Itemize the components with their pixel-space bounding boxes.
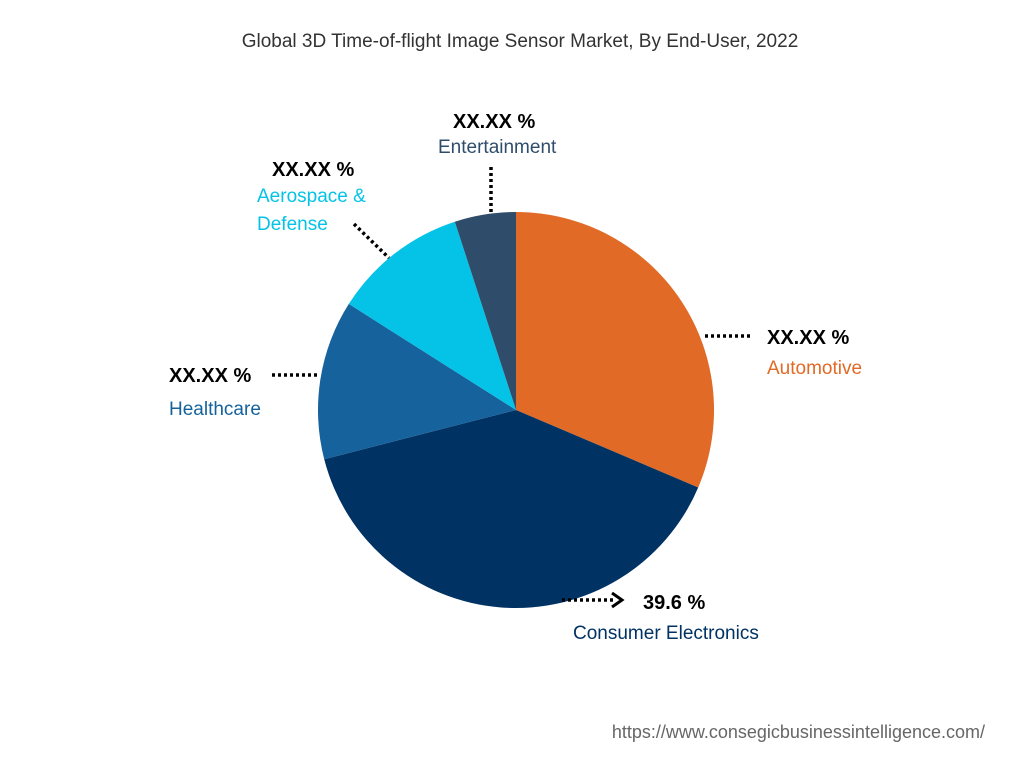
aerospace-defense-value-label: XX.XX %: [272, 159, 354, 181]
consumer-electronics-category-label: Consumer Electronics: [573, 623, 759, 644]
consumer-electronics-value-label: 39.6 %: [643, 592, 705, 614]
automotive-value-label: XX.XX %: [767, 327, 849, 349]
aerospace-defense-category-label-line2: Defense: [257, 214, 328, 235]
automotive-category-label: Automotive: [767, 358, 862, 379]
pie-slice-consumer-electronics: [324, 410, 699, 609]
healthcare-value-label: XX.XX %: [169, 365, 251, 387]
entertainment-category-label: Entertainment: [438, 137, 557, 158]
pie-slice-healthcare: [317, 303, 516, 460]
consumer-electronics-leader: [562, 591, 625, 609]
pie-slice-aerospace-defense: [348, 221, 516, 410]
pie-slice-entertainment: [454, 212, 516, 410]
healthcare-category-label: Healthcare: [169, 399, 261, 420]
pie-slices: [317, 212, 714, 609]
aerospace-defense-leader: [352, 222, 391, 260]
aerospace-defense-category-label-line1: Aerospace &: [257, 186, 366, 207]
entertainment-value-label: XX.XX %: [453, 111, 535, 133]
chart-title: Global 3D Time-of-flight Image Sensor Ma…: [242, 31, 799, 52]
source-url: https://www.consegicbusinessintelligence…: [612, 722, 985, 742]
pie-slice-automotive: [516, 212, 714, 488]
